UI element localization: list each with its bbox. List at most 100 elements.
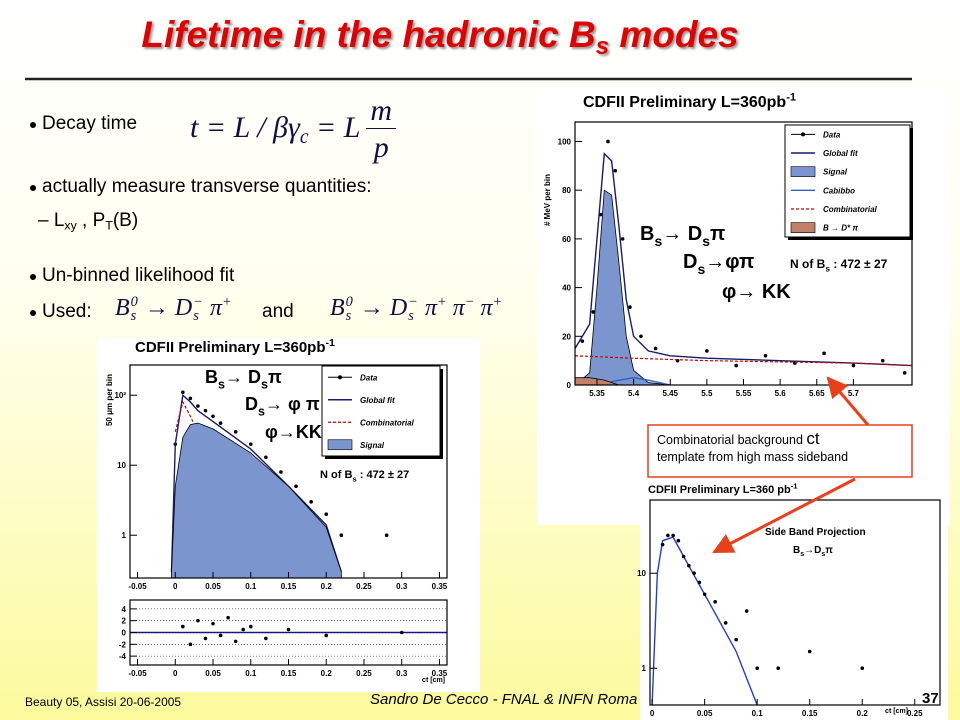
subscript: s: [702, 233, 710, 249]
y-tick-label: 40: [562, 284, 571, 293]
x-tick-label: 0.3: [396, 669, 408, 678]
data-point: [248, 624, 253, 629]
subscript: s: [261, 377, 268, 391]
y-tick-label: 0: [567, 381, 572, 390]
superscript: +: [492, 294, 503, 310]
data-point: [734, 637, 738, 642]
data-point: [705, 349, 709, 353]
text-run: ct: [806, 429, 820, 448]
curve: [170, 393, 342, 573]
data-point: [591, 310, 596, 314]
text-run: B: [205, 367, 218, 387]
text-run: B: [640, 223, 654, 245]
x-tick-label: 0.15: [281, 669, 297, 678]
plot-title: CDFII Preliminary L=360pb-1: [135, 337, 335, 356]
legend-label: B → D* π: [823, 224, 858, 233]
data-point: [233, 639, 238, 644]
data-point: [196, 618, 200, 623]
legend-label: Combinatorial: [360, 418, 415, 427]
data-point: [822, 351, 826, 356]
x-tick-label: 0.25: [356, 669, 372, 678]
text-run: (B): [112, 210, 139, 231]
text-run: CDFII Preliminary L=360pb: [135, 339, 325, 356]
data-point: [671, 533, 675, 538]
superscript: -1: [791, 482, 799, 491]
subscript: s: [408, 308, 414, 325]
data-point: [692, 571, 696, 576]
data-point: [211, 414, 215, 419]
data-point: [676, 538, 681, 543]
y-tick-label: 4: [122, 605, 127, 614]
frame: [649, 499, 941, 706]
bullet-text: Decay time: [42, 113, 138, 134]
text-run: N of B: [790, 257, 826, 271]
subscript: s: [595, 33, 610, 61]
y-tick-label: 10²: [114, 391, 126, 400]
footer-center: Sandro De Cecco - FNAL & INFN Roma: [370, 691, 638, 708]
subscript: s: [654, 233, 662, 249]
x-tick-label: 5.45: [662, 389, 678, 398]
text-run: → D: [225, 367, 261, 387]
data-point: [233, 430, 238, 434]
legend-swatch: [801, 132, 805, 137]
legend-label: Combinatorial: [823, 205, 878, 214]
legend-box: [784, 124, 911, 238]
data-point: [294, 484, 298, 489]
text-run: π: [446, 295, 465, 321]
data-point: [203, 408, 208, 413]
callout-box: [647, 424, 913, 478]
x-tick-label: 5.65: [809, 389, 825, 398]
x-tick-label: 5.4: [628, 389, 640, 398]
data-point: [639, 334, 643, 339]
data-point: [181, 624, 185, 629]
bullet-text: – Lxy , PT(B): [38, 210, 138, 233]
data-point: [248, 442, 253, 446]
bullet: [30, 122, 36, 128]
data-point: [241, 627, 246, 632]
data-point: [620, 237, 625, 241]
x-tick-label: 0: [173, 582, 178, 591]
data-point: [203, 636, 208, 641]
subscript: s: [258, 404, 265, 418]
footer-left: Beauty 05, Assisi 20-06-2005: [25, 695, 182, 709]
data-point: [188, 396, 193, 401]
y-tick-label: 10: [117, 461, 126, 470]
x-tick-label: 0.1: [752, 709, 764, 718]
text-run: →D: [804, 545, 821, 556]
text-run: D: [245, 394, 258, 414]
text-run: →φπ: [705, 251, 754, 273]
subscript: c: [299, 126, 309, 148]
plot-title: CDFII Preliminary L=360pb-1: [583, 92, 796, 111]
plot-body: [170, 390, 389, 578]
superscript: −: [464, 294, 475, 310]
subscript: s: [218, 377, 225, 391]
x-tick-label: 0.05: [697, 709, 713, 718]
data-point: [702, 592, 707, 597]
data-point: [697, 580, 702, 585]
data-point: [723, 621, 728, 625]
x-tick-label: -0.05: [128, 669, 147, 678]
y-axis-label: 50 μm per bin: [105, 374, 114, 426]
annotation: Bs→ Dsπ: [640, 223, 725, 249]
y-tick-label: 10: [637, 569, 646, 578]
plot: 5.35 5.4 5.45 5.5 5.55 5.6 5.65 5.7 0 20 40 60 80 100…: [543, 92, 913, 398]
text-run: π: [203, 295, 222, 321]
text-run: Combinatorial background: [657, 433, 807, 447]
text-run: π: [268, 367, 282, 387]
data-point: [755, 666, 759, 671]
text-run: template from high mass sideband: [657, 450, 849, 464]
x-tick-label: 0.2: [321, 582, 333, 591]
formula-lhs: t = L / βγc = L: [190, 111, 360, 149]
text-run: φ→KK: [265, 422, 322, 442]
data-point: [339, 533, 344, 538]
data-point: [264, 636, 268, 641]
script-stack: − s: [193, 295, 203, 324]
legend-label: Data: [360, 373, 378, 382]
data-point: [384, 533, 389, 538]
y-tick-label: 1: [122, 531, 127, 540]
